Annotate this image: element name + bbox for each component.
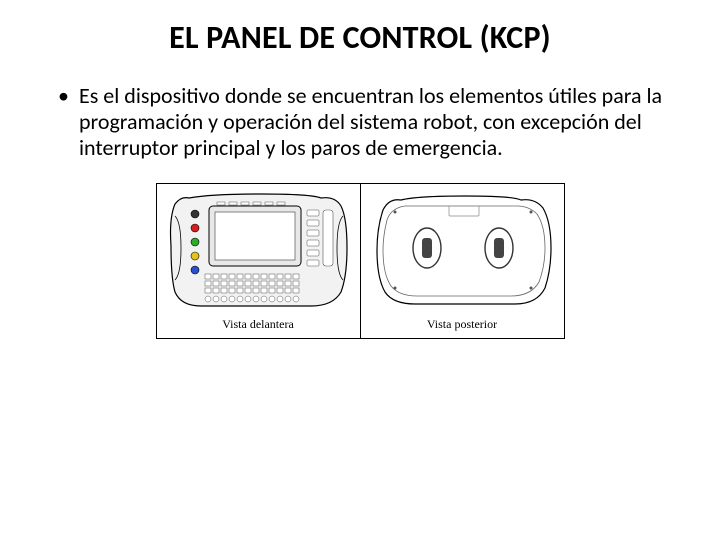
figure-rear-cell: Vista posterior — [360, 183, 564, 338]
space-mouse-icon — [323, 210, 333, 266]
kcp-front-diagram — [161, 188, 357, 316]
yellow-button-icon — [191, 252, 199, 260]
figure-area: Vista delantera — [50, 183, 670, 339]
figure-front-caption: Vista delantera — [157, 317, 360, 332]
kcp-rear-diagram — [365, 188, 561, 316]
figure-frame: Vista delantera — [156, 183, 565, 339]
red-button-icon — [191, 224, 199, 232]
bullet-marker: • — [58, 83, 69, 109]
enable-switch-right-bar — [494, 238, 504, 258]
bullet-text: Es el dispositivo donde se encuentran lo… — [79, 83, 670, 161]
enable-switch-left-bar — [422, 238, 432, 258]
bullet-list: • Es el dispositivo donde se encuentran … — [50, 83, 670, 161]
page-title: EL PANEL DE CONTROL (KCP) — [50, 18, 670, 57]
figure-front-cell: Vista delantera — [156, 183, 360, 338]
bullet-item: • Es el dispositivo donde se encuentran … — [58, 83, 670, 161]
green-button-icon — [191, 238, 199, 246]
figure-rear-caption: Vista posterior — [361, 317, 564, 332]
blue-button-icon — [191, 266, 199, 274]
estop-icon — [191, 210, 199, 218]
